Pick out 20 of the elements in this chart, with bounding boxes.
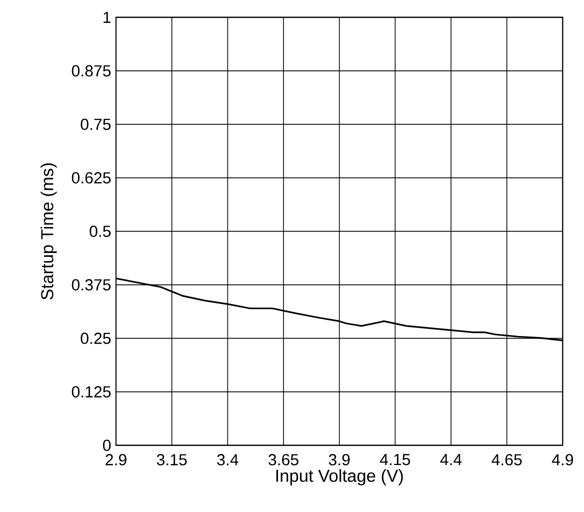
y-tick-label: 0.75: [80, 118, 111, 130]
y-tick-label: 0.875: [72, 65, 111, 76]
y-tick-label: 0.375: [72, 279, 111, 290]
x-tick-label: 2.9: [106, 454, 126, 466]
x-tick-label: 4.4: [440, 454, 462, 466]
x-tick-label: 3.9: [328, 454, 350, 466]
y-axis-title: Startup Time (ms): [40, 163, 57, 300]
x-tick-label: 4.15: [380, 454, 410, 466]
y-tick-label: 0.25: [80, 332, 111, 344]
x-tick-label: 3.65: [268, 454, 298, 466]
x-axis-title: Input Voltage (V): [276, 469, 403, 486]
y-tick-label: 0.5: [90, 226, 111, 237]
x-tick-label: 4.9: [552, 454, 574, 466]
y-tick-label: 0.625: [72, 172, 111, 184]
x-tick-label: 3.4: [217, 454, 238, 466]
y-tick-label: 0: [103, 440, 111, 451]
x-tick-label: 3.15: [156, 454, 187, 466]
x-tick-label: 4.65: [492, 454, 522, 466]
y-tick-label: 0.125: [72, 386, 111, 398]
y-tick-label: 1: [104, 12, 111, 23]
